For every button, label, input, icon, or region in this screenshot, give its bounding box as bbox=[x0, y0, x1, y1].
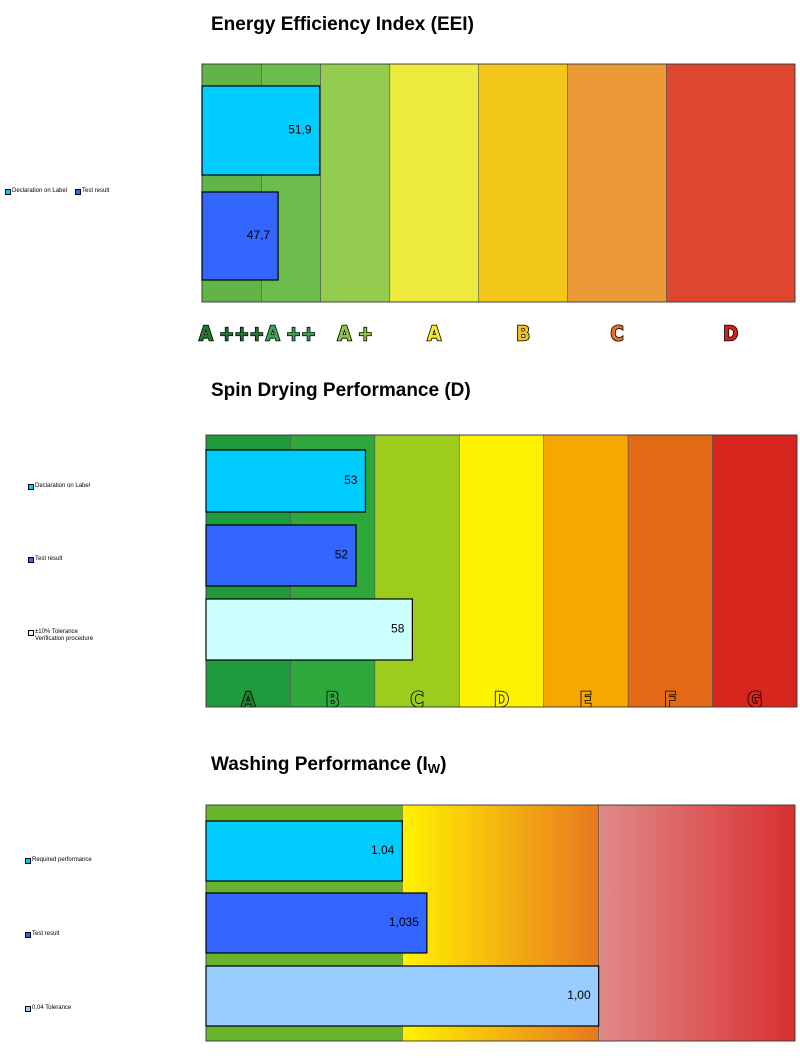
value-label: 53 bbox=[344, 473, 358, 487]
legend-item: Test result bbox=[75, 188, 109, 195]
class-band bbox=[478, 63, 568, 303]
class-label: A bbox=[241, 688, 255, 712]
legend-label: Test result bbox=[35, 556, 63, 562]
class-band bbox=[389, 63, 480, 303]
bar bbox=[205, 965, 600, 1027]
title-subscript: W bbox=[428, 761, 441, 776]
class-band bbox=[712, 434, 798, 708]
plot-frame bbox=[201, 63, 796, 303]
class-band bbox=[543, 434, 629, 708]
bar bbox=[205, 892, 428, 954]
class-band bbox=[374, 434, 460, 708]
class-label: A ++ bbox=[266, 322, 316, 346]
legend-swatch bbox=[25, 932, 31, 938]
legend-label: Declaration on Label bbox=[35, 483, 91, 489]
class-label: B bbox=[326, 688, 340, 712]
title-text: Spin Drying Performance (D) bbox=[211, 380, 471, 401]
class-label: A +++ bbox=[199, 322, 264, 346]
legend-item: 0,04 Tolerance bbox=[25, 1005, 71, 1012]
legend-swatch bbox=[28, 557, 34, 563]
class-band bbox=[666, 63, 796, 303]
legend-item: Declaration on Label bbox=[28, 483, 90, 490]
legend-item: Declaration on Label bbox=[5, 188, 67, 195]
title-suffix: ) bbox=[440, 754, 446, 775]
class-band bbox=[598, 804, 796, 1042]
value-label: 58 bbox=[391, 622, 405, 636]
bar bbox=[205, 524, 357, 587]
value-label: 1,035 bbox=[389, 915, 419, 929]
class-label: F bbox=[664, 688, 676, 712]
legend-label: Test result bbox=[82, 188, 110, 194]
class-label: A + bbox=[338, 322, 373, 346]
legend-item: Test result bbox=[25, 931, 59, 938]
value-label: 52 bbox=[335, 548, 349, 562]
class-band bbox=[320, 63, 391, 303]
class-label: D bbox=[723, 322, 738, 346]
value-label: 1,00 bbox=[567, 988, 591, 1002]
legend-item: ±10% Tolerance Verification procedure bbox=[28, 629, 93, 643]
legend-label: ±10% Tolerance Verification procedure bbox=[35, 629, 94, 642]
class-label: B bbox=[516, 322, 530, 346]
legend-label: Required performance bbox=[32, 857, 92, 863]
value-label: 51,9 bbox=[288, 123, 312, 137]
title-text: Energy Efficiency Index (EEI) bbox=[211, 14, 474, 35]
value-label: 47,7 bbox=[247, 228, 271, 242]
class-label: C bbox=[610, 322, 623, 346]
legend-swatch bbox=[5, 189, 11, 195]
class-label: D bbox=[494, 688, 509, 712]
chart-title: Spin Drying Performance (D) bbox=[211, 380, 471, 401]
legend-label: Test result bbox=[32, 931, 60, 937]
value-label: 1,04 bbox=[371, 843, 395, 857]
class-label: C bbox=[410, 688, 423, 712]
class-label: E bbox=[580, 688, 592, 712]
legend-swatch bbox=[28, 630, 34, 636]
bar bbox=[201, 85, 321, 176]
legend-swatch bbox=[75, 189, 81, 195]
legend-label: 0,04 Tolerance bbox=[32, 1005, 72, 1011]
bar bbox=[205, 449, 367, 513]
title-text: Washing Performance (I bbox=[211, 754, 428, 775]
bar bbox=[205, 820, 403, 882]
bar bbox=[205, 598, 413, 661]
legend-swatch bbox=[28, 484, 34, 490]
chart-title: Energy Efficiency Index (EEI) bbox=[211, 14, 474, 35]
class-band bbox=[627, 434, 713, 708]
legend-item: Required performance bbox=[25, 857, 92, 864]
class-label: A bbox=[427, 322, 441, 346]
chart-title: Washing Performance (IW) bbox=[211, 754, 446, 776]
legend-label: Declaration on Label bbox=[12, 188, 68, 194]
class-band bbox=[458, 434, 545, 708]
legend-swatch bbox=[25, 1006, 31, 1012]
class-label: G bbox=[747, 688, 762, 712]
legend-item: Test result bbox=[28, 556, 62, 563]
class-band bbox=[567, 63, 667, 303]
bar bbox=[201, 191, 279, 281]
legend-swatch bbox=[25, 858, 31, 864]
